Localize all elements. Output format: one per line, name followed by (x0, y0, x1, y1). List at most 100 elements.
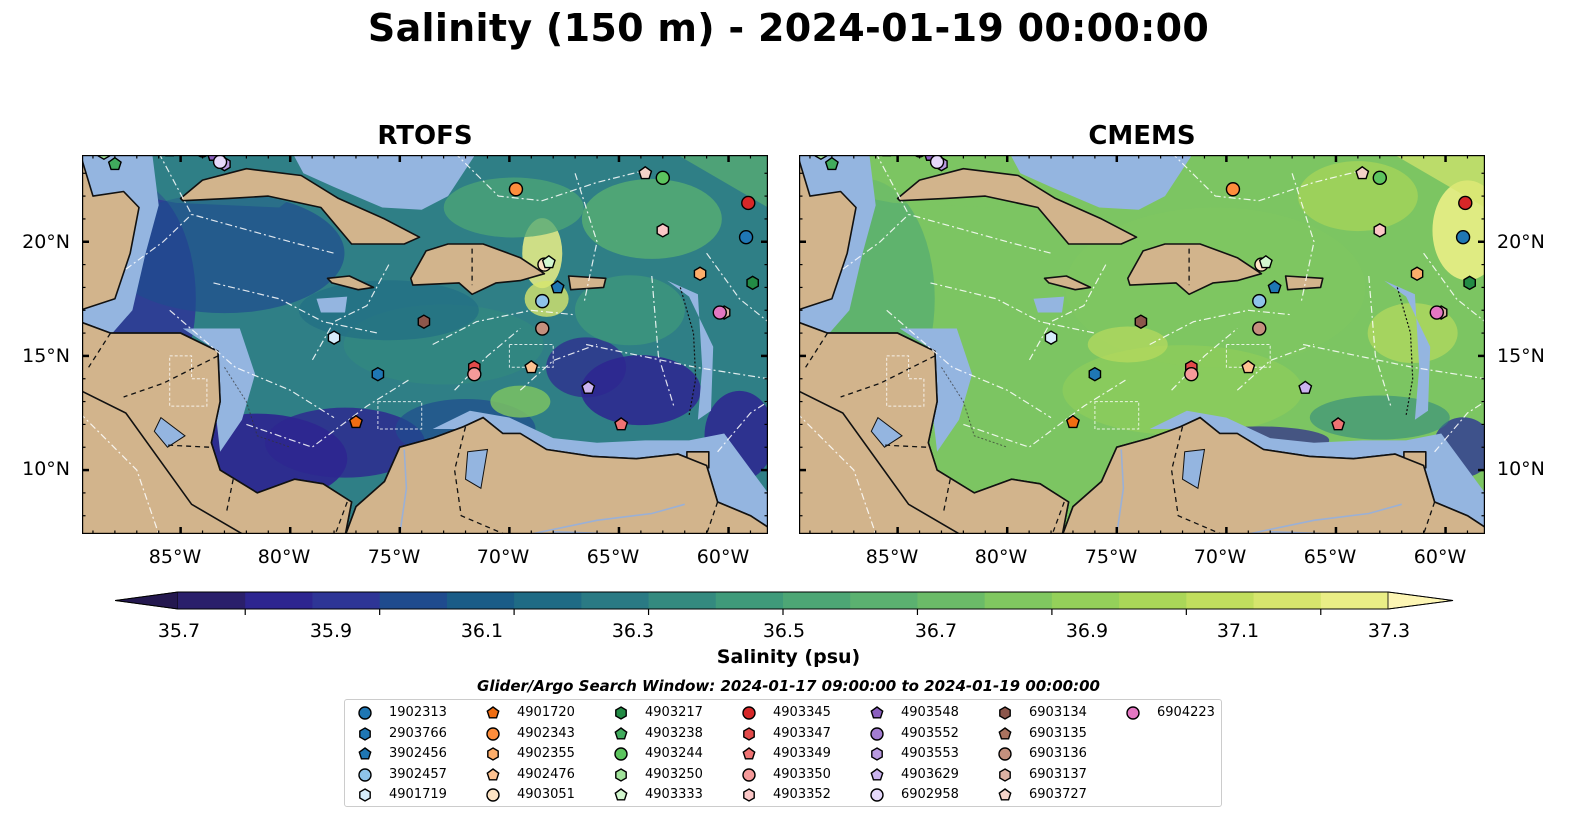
legend-marker-circle-icon (998, 747, 1012, 761)
legend-marker-circle-icon (486, 788, 500, 803)
float-marker-4903345 (1458, 195, 1473, 211)
lon-label-60w-cmems: 60°W (1413, 546, 1467, 568)
eez-boundary (1171, 328, 1238, 391)
shelf-bahamas (293, 155, 475, 210)
lake-nicaragua (153, 416, 186, 448)
float-marker-4903352 (656, 223, 670, 238)
eez-boundary (1028, 264, 1107, 361)
eez-boundary (159, 155, 335, 254)
legend-label: 4903553 (901, 746, 959, 762)
legend-marker-hexagon-icon (743, 788, 755, 803)
legend-marker-pentagon-icon (614, 726, 628, 740)
eez-boundary (963, 378, 1129, 448)
colorbar-segment (1320, 592, 1389, 609)
legend-label: 4902343 (517, 725, 575, 741)
country-border (1422, 501, 1436, 534)
colorbar-segment (1051, 592, 1120, 609)
eez-boundary (1368, 275, 1392, 407)
eez-boundary (886, 309, 1052, 419)
eez-boundary (930, 282, 1096, 334)
salinity-anomaly (265, 407, 426, 478)
colorbar-extend-high (1387, 591, 1454, 610)
lon-label-65w-cmems: 65°W (1303, 546, 1357, 568)
land-central-america-fill (799, 321, 1070, 534)
legend-marker-pentagon-icon (486, 767, 500, 781)
float-marker-4901719 (1044, 330, 1058, 345)
legend-label: 4903629 (901, 766, 959, 782)
float-marker-6903134 (1134, 314, 1148, 329)
colorbar-segment (446, 592, 515, 609)
eez-boundary (706, 252, 768, 323)
land-cuba (179, 167, 421, 245)
colorbar-segment (1253, 592, 1322, 609)
country-border (88, 332, 112, 368)
search-box (1225, 344, 1271, 368)
salinity-anomaly (581, 178, 722, 259)
float-marker-4902343 (508, 182, 524, 197)
eez-boundary (1173, 155, 1369, 202)
salinity-anomaly (1309, 395, 1450, 440)
land-hispaniola (1126, 243, 1263, 296)
float-marker-4903217 (1463, 275, 1476, 291)
country-border (705, 501, 719, 534)
legend-label: 4903238 (645, 725, 703, 741)
float-marker-4901719 (327, 330, 341, 345)
river (1116, 449, 1125, 534)
map-frame (799, 155, 1485, 534)
colorbar-segment (984, 592, 1053, 609)
float-marker-1902313 (1455, 229, 1471, 245)
legend-label: 6903137 (1029, 766, 1087, 782)
isobath-contour (224, 367, 291, 448)
eez-boundary (651, 275, 675, 407)
colorbar-tick-label: 35.7 (157, 620, 201, 642)
float-marker-6903727 (1355, 165, 1370, 180)
colorbar (115, 591, 1454, 615)
colorbar-title: Salinity (psu) (716, 646, 861, 668)
salinity-anomaly (546, 337, 627, 398)
land-jamaica (326, 275, 375, 291)
legend-label: 6902958 (901, 787, 959, 803)
map-panel-rtofs (82, 155, 768, 534)
colorbar-segment (1186, 592, 1255, 609)
country-border (123, 355, 219, 398)
colorbar-segment (245, 592, 313, 609)
float-marker-4902355 (693, 266, 707, 282)
colorbar-segment (850, 592, 918, 609)
legend-label: 4903349 (773, 746, 831, 762)
legend-label: 4903345 (773, 705, 831, 720)
float-marker-4903238 (824, 156, 839, 171)
legend-label: 6903134 (1029, 705, 1087, 720)
search-box (886, 355, 925, 407)
legend-label: 3902456 (389, 746, 447, 762)
colorbar-extend-low (115, 591, 179, 610)
legend-label: 4903352 (773, 787, 831, 803)
panel-title-rtofs: RTOFS (377, 121, 473, 151)
legend-marker-hexagon-icon (871, 747, 883, 761)
lon-label-85w-rtofs: 85°W (148, 546, 202, 568)
legend-marker-pentagon-icon (998, 726, 1012, 740)
eez-boundary (246, 378, 412, 448)
float-marker-4903217 (746, 275, 759, 291)
legend-label: 4901719 (389, 787, 447, 803)
eez-boundary (454, 328, 521, 391)
lon-label-70w-cmems: 70°W (1193, 546, 1247, 568)
float-marker-4903244 (655, 170, 670, 186)
legend-label: 4903347 (773, 725, 831, 741)
colorbar-tick-label: 36.3 (611, 620, 655, 642)
eez-boundary (1236, 343, 1315, 391)
land-jamaica (1043, 275, 1092, 291)
legend-marker-circle-icon (742, 768, 756, 782)
float-marker-4903244 (1372, 170, 1387, 186)
float-marker-3902456 (550, 280, 565, 294)
float-marker-4903350 (1184, 366, 1199, 382)
lon-label-60w-rtofs: 60°W (696, 546, 750, 568)
legend-marker-circle-icon (614, 747, 628, 761)
float-marker-4901720 (348, 414, 363, 429)
lon-label-80w-cmems: 80°W (974, 546, 1028, 568)
lon-label-75w-rtofs: 75°W (367, 546, 421, 568)
legend-label: 6903135 (1029, 725, 1087, 741)
legend-label: 4903548 (901, 705, 959, 720)
legend-label: 4901720 (517, 705, 575, 720)
float-marker-6904223 (712, 305, 727, 320)
salinity-anomaly (443, 177, 584, 238)
